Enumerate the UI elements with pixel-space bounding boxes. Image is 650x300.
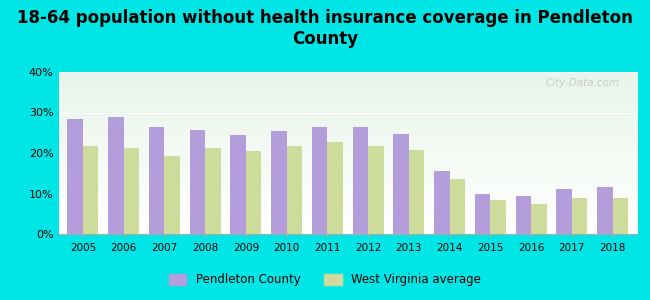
- Bar: [572, 198, 588, 234]
- Bar: [312, 127, 328, 234]
- Bar: [108, 116, 124, 234]
- Bar: [515, 196, 531, 234]
- Text: 18-64 population without health insurance coverage in Pendleton
County: 18-64 population without health insuranc…: [17, 9, 633, 48]
- Bar: [149, 127, 164, 234]
- Bar: [353, 127, 368, 234]
- Bar: [230, 135, 246, 234]
- Bar: [612, 198, 628, 234]
- Bar: [434, 171, 450, 234]
- Bar: [393, 134, 409, 234]
- Bar: [190, 130, 205, 234]
- Bar: [409, 150, 424, 234]
- Bar: [287, 146, 302, 234]
- Bar: [597, 188, 612, 234]
- Bar: [205, 148, 220, 234]
- Bar: [83, 146, 98, 234]
- Bar: [475, 194, 490, 234]
- Bar: [531, 204, 547, 234]
- Text: City-Data.com: City-Data.com: [545, 79, 619, 88]
- Bar: [556, 190, 572, 234]
- Bar: [164, 156, 180, 234]
- Legend: Pendleton County, West Virginia average: Pendleton County, West Virginia average: [164, 269, 486, 291]
- Bar: [68, 118, 83, 234]
- Bar: [490, 200, 506, 234]
- Bar: [124, 148, 139, 234]
- Bar: [246, 151, 261, 234]
- Bar: [271, 131, 287, 234]
- Bar: [450, 179, 465, 234]
- Bar: [368, 146, 384, 234]
- Bar: [328, 142, 343, 234]
